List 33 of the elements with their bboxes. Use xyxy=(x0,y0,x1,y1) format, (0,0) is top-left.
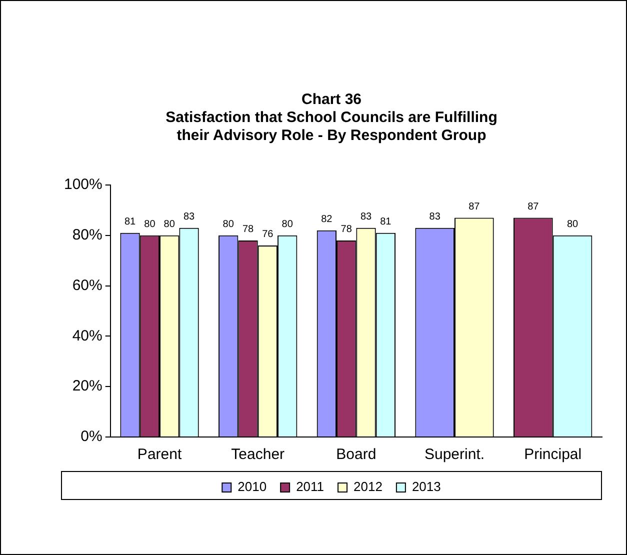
y-tick-label: 40% xyxy=(72,327,102,344)
data-label: 83 xyxy=(429,212,441,223)
data-label: 80 xyxy=(144,219,156,230)
data-label: 83 xyxy=(183,212,196,223)
legend-label: 2010 xyxy=(238,479,267,494)
data-label: 80 xyxy=(566,219,578,230)
data-label: 80 xyxy=(222,219,234,230)
legend-label: 2013 xyxy=(412,479,441,494)
data-label: 87 xyxy=(528,202,540,213)
chart-title: Chart 36 xyxy=(301,91,362,108)
x-tick-label: Superint. xyxy=(424,446,485,464)
data-label: 80 xyxy=(164,219,176,230)
data-label: 76 xyxy=(262,229,274,240)
data-label: 78 xyxy=(340,224,352,236)
x-tick-label: Parent xyxy=(137,446,182,464)
data-label: 81 xyxy=(124,216,136,228)
y-tick-label: 20% xyxy=(72,378,102,395)
x-tick-label: Teacher xyxy=(231,446,285,464)
data-label: 80 xyxy=(282,219,294,230)
y-tick-label: 0% xyxy=(80,428,102,446)
legend-label: 2011 xyxy=(296,479,324,494)
data-label: 81 xyxy=(380,216,392,228)
y-tick-label: 60% xyxy=(72,276,102,294)
data-label: 78 xyxy=(242,224,254,236)
y-tick-label: 100% xyxy=(64,176,102,194)
y-tick-label: 80% xyxy=(72,226,102,244)
x-tick-label: Principal xyxy=(524,446,582,464)
x-tick-label: Board xyxy=(336,446,376,464)
data-label: 82 xyxy=(321,214,333,226)
data-label: 83 xyxy=(360,212,372,223)
data-label: 87 xyxy=(468,202,480,213)
chart-subtitle: Satisfaction that School Councils are Fulfilling their Advisory Role - By Respondent Group xyxy=(166,109,498,144)
legend-label: 2012 xyxy=(354,479,382,494)
